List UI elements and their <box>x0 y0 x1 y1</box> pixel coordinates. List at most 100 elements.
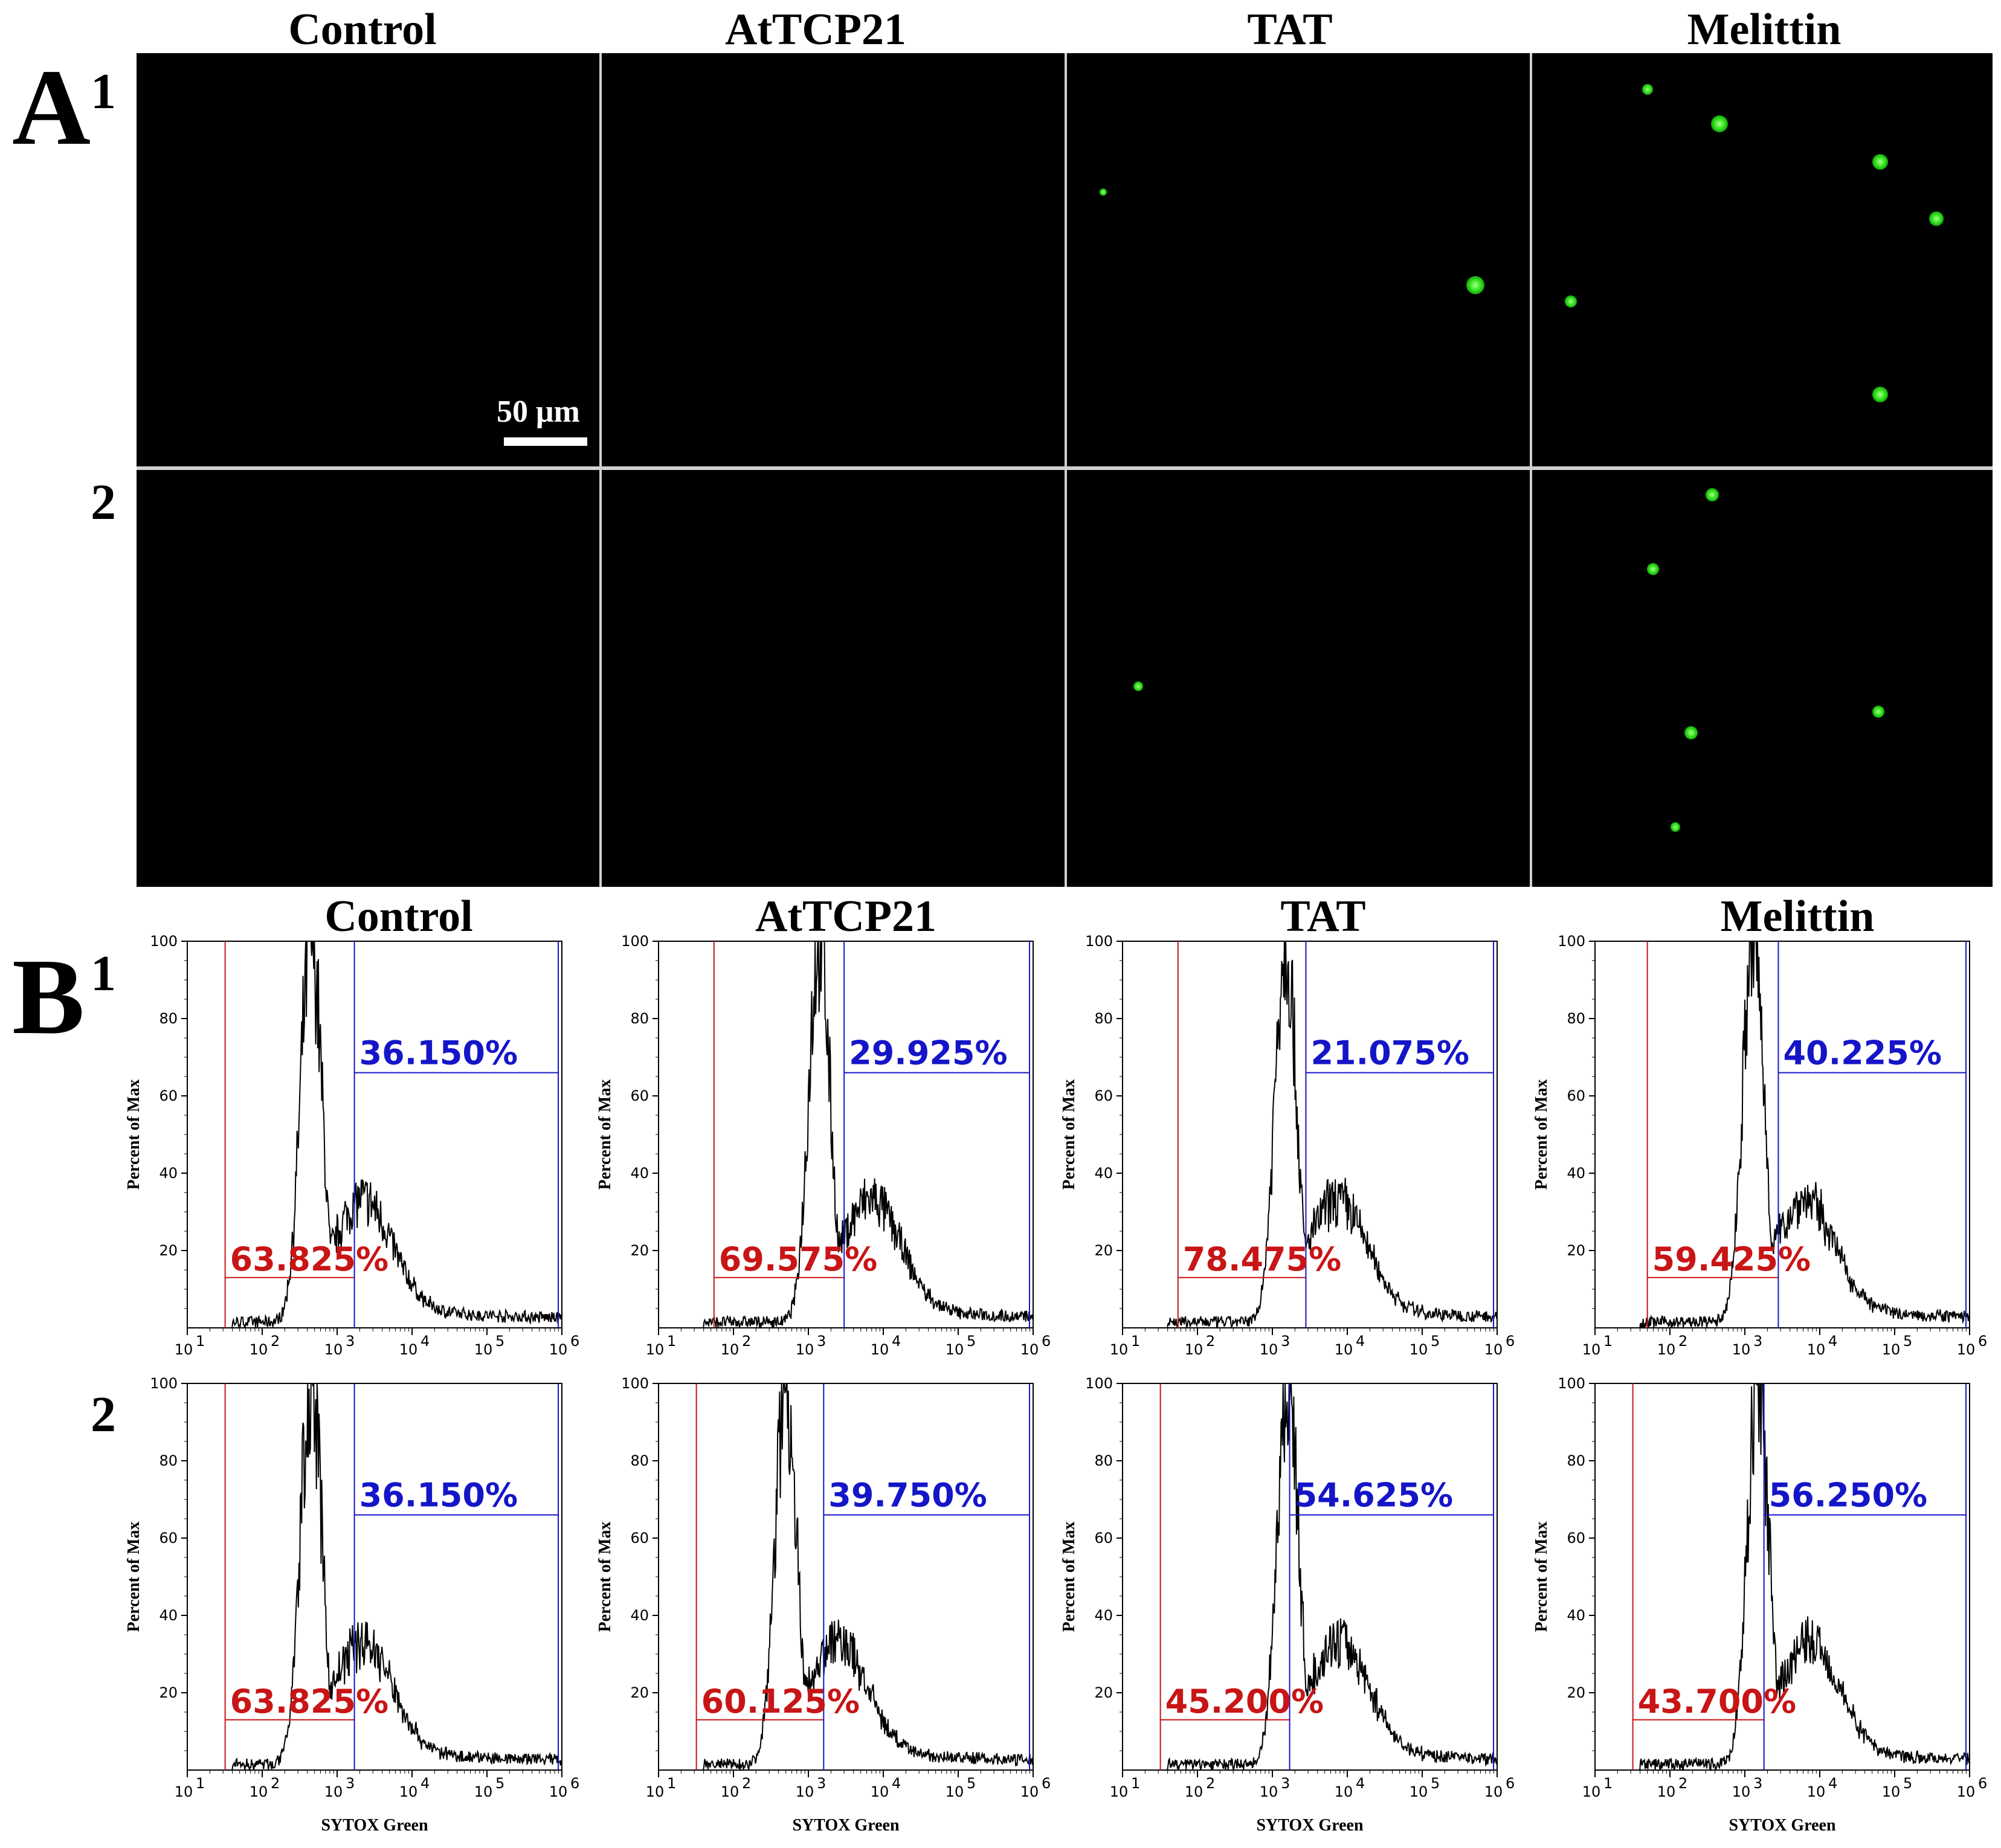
x-tick-exponent: 3 <box>1753 1333 1762 1350</box>
y-tick-label: 60 <box>1094 1530 1113 1547</box>
x-axis-label: SYTOX Green <box>792 1816 900 1835</box>
fluorescent-cell <box>1711 115 1728 132</box>
histogram-trace <box>1595 941 1970 1329</box>
panel-b-col-title-melittin: Melittin <box>1720 892 1875 941</box>
x-tick-label: 10 <box>1582 1783 1601 1800</box>
y-tick-label: 80 <box>1567 1452 1585 1469</box>
y-tick-label: 60 <box>159 1530 178 1547</box>
fluorescent-cell <box>1872 154 1888 170</box>
y-tick-label: 60 <box>159 1087 178 1104</box>
panel-b-letter: B <box>12 936 85 1057</box>
microscopy-grid: 50 μm <box>137 53 1993 887</box>
x-tick-exponent: 4 <box>892 1333 901 1350</box>
histogram-trace <box>659 1383 1034 1771</box>
x-tick-label: 10 <box>324 1783 343 1800</box>
x-tick-label: 10 <box>1020 1783 1039 1800</box>
negative-gate-percent: 43.700% <box>1638 1682 1797 1721</box>
y-tick-label: 40 <box>630 1165 649 1182</box>
negative-gate-percent: 69.575% <box>719 1240 878 1278</box>
x-tick-label: 10 <box>1807 1341 1826 1358</box>
x-tick-label: 10 <box>474 1341 493 1358</box>
y-tick-label: 40 <box>1094 1607 1113 1624</box>
x-tick-label: 10 <box>1110 1341 1129 1358</box>
histogram-trace <box>1123 1383 1498 1772</box>
fluorescent-cell <box>1929 211 1944 226</box>
x-tick-label: 10 <box>1732 1783 1751 1800</box>
y-tick-label: 80 <box>630 1010 649 1027</box>
x-tick-label: 10 <box>250 1783 268 1800</box>
y-tick-label: 80 <box>1567 1010 1585 1027</box>
x-tick-exponent: 4 <box>420 1333 430 1350</box>
x-tick-exponent: 2 <box>1206 1333 1215 1350</box>
x-tick-label: 10 <box>946 1783 964 1800</box>
x-tick-exponent: 3 <box>817 1775 826 1792</box>
x-tick-label: 10 <box>646 1341 665 1358</box>
y-tick-label: 100 <box>150 1375 178 1392</box>
positive-gate-percent: 40.225% <box>1783 1034 1942 1072</box>
x-tick-exponent: 5 <box>1431 1775 1440 1792</box>
x-tick-label: 10 <box>1260 1341 1278 1358</box>
x-tick-exponent: 2 <box>1206 1775 1215 1792</box>
y-tick-label: 20 <box>159 1684 178 1701</box>
panel-a-letter: A <box>12 47 91 167</box>
x-tick-exponent: 6 <box>1506 1333 1515 1350</box>
x-tick-exponent: 1 <box>1603 1775 1613 1792</box>
y-tick-label: 100 <box>1085 1375 1113 1392</box>
fluorescent-cell <box>1466 276 1484 294</box>
micro-tile-row2-control <box>137 470 599 887</box>
x-tick-label: 10 <box>549 1783 568 1800</box>
y-tick-label: 100 <box>1558 933 1585 950</box>
x-tick-label: 10 <box>399 1341 418 1358</box>
y-tick-label: 80 <box>159 1452 178 1469</box>
x-tick-exponent: 3 <box>1281 1775 1290 1792</box>
x-tick-label: 10 <box>796 1783 814 1800</box>
x-tick-label: 10 <box>549 1341 568 1358</box>
y-tick-label: 20 <box>1567 1684 1585 1701</box>
x-tick-exponent: 1 <box>667 1333 676 1350</box>
y-tick-label: 80 <box>1094 1010 1113 1027</box>
micro-divider <box>599 53 602 887</box>
x-tick-exponent: 5 <box>967 1775 976 1792</box>
x-tick-exponent: 6 <box>570 1775 579 1792</box>
negative-gate-percent: 78.475% <box>1183 1240 1342 1278</box>
x-tick-exponent: 3 <box>1281 1333 1290 1350</box>
x-axis-label: SYTOX Green <box>1729 1816 1836 1835</box>
y-tick-label: 100 <box>621 1375 649 1392</box>
negative-gate-percent: 63.825% <box>230 1240 389 1278</box>
x-tick-exponent: 5 <box>1903 1775 1912 1792</box>
micro-tile-row1-tat <box>1067 53 1530 466</box>
histogram-trace <box>1123 941 1498 1329</box>
fluorescent-cell <box>1872 387 1888 402</box>
fluorescent-cell <box>1671 822 1680 832</box>
x-tick-exponent: 4 <box>1356 1775 1365 1792</box>
x-tick-label: 10 <box>1185 1341 1204 1358</box>
y-tick-label: 80 <box>630 1452 649 1469</box>
x-tick-exponent: 1 <box>196 1333 205 1350</box>
y-axis-label: Percent of Max <box>124 1522 143 1632</box>
x-tick-label: 10 <box>796 1341 814 1358</box>
x-tick-label: 10 <box>324 1341 343 1358</box>
y-axis-label: Percent of Max <box>1060 1080 1078 1190</box>
histogram-row2-control: 20 40 60 80 100 10 1 10 2 10 3 10 4 10 5 10 6 Percent of … <box>115 1373 592 1844</box>
x-tick-exponent: 1 <box>1131 1775 1140 1792</box>
panel-b-col-title-attcp21: AtTCP21 <box>755 892 937 941</box>
fluorescent-cell <box>1706 488 1719 501</box>
x-tick-label: 10 <box>175 1783 193 1800</box>
x-tick-exponent: 1 <box>196 1775 205 1792</box>
y-tick-label: 40 <box>1567 1165 1585 1182</box>
x-tick-label: 10 <box>1582 1341 1601 1358</box>
x-tick-label: 10 <box>1185 1783 1204 1800</box>
y-tick-label: 60 <box>1567 1530 1585 1547</box>
negative-gate-percent: 59.425% <box>1652 1240 1811 1278</box>
x-tick-exponent: 6 <box>1042 1333 1051 1350</box>
x-tick-label: 10 <box>1335 1783 1353 1800</box>
positive-gate-percent: 56.250% <box>1769 1476 1928 1515</box>
micro-tile-row1-control <box>137 53 599 466</box>
histogram-trace <box>659 941 1034 1328</box>
x-tick-label: 10 <box>1410 1341 1428 1358</box>
panel-a-col-title-melittin: Melittin <box>1687 5 1842 54</box>
x-tick-exponent: 4 <box>420 1775 430 1792</box>
panel-a-row-2-label: 2 <box>91 474 116 530</box>
x-tick-label: 10 <box>721 1783 740 1800</box>
positive-gate-percent: 36.150% <box>359 1476 518 1515</box>
